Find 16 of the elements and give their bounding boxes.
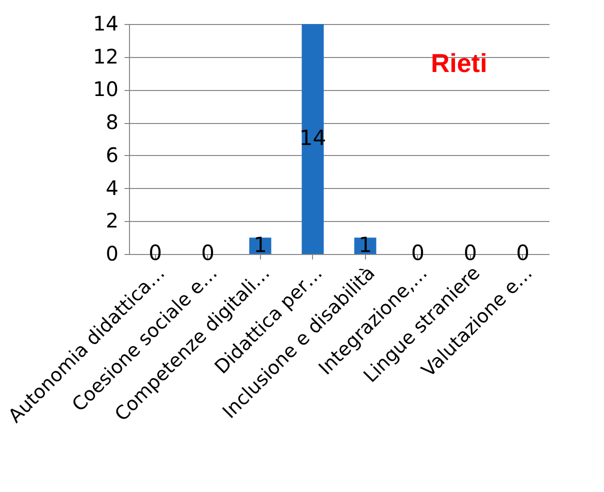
data-label: 0	[464, 241, 477, 265]
data-label: 1	[358, 232, 372, 257]
y-tick-label: 6	[106, 142, 118, 167]
data-label: 0	[148, 241, 162, 265]
y-tick-label: 14	[93, 12, 118, 36]
data-label: 0	[201, 241, 214, 265]
y-tick-label: 4	[106, 176, 118, 200]
y-tick-label: 10	[93, 77, 118, 102]
data-label: 0	[411, 241, 424, 265]
y-tick-label: 12	[93, 44, 118, 68]
data-label: 1	[254, 232, 267, 257]
text: Rieti	[430, 48, 488, 78]
y-tick-label: 2	[106, 208, 118, 233]
data-label: 0	[516, 241, 530, 265]
y-tick-label: 0	[106, 242, 118, 266]
y-tick-label: 8	[106, 110, 118, 134]
